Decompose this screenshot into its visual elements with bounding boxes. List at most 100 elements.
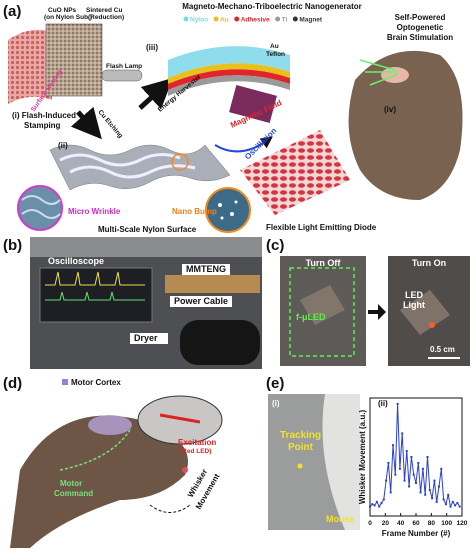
data-point xyxy=(405,450,408,453)
data-point xyxy=(451,500,454,503)
label: (i) Flash-Induced xyxy=(12,111,76,120)
x-tick-label: 0 xyxy=(368,520,372,527)
data-point xyxy=(392,444,394,447)
panel-d-art xyxy=(10,395,223,548)
legend-swatch xyxy=(234,16,240,22)
label: (ii) xyxy=(378,399,388,408)
legend-swatch xyxy=(213,16,219,22)
label: Micro Wrinkle xyxy=(68,207,121,216)
label: Optogenetic xyxy=(397,23,444,32)
data-point xyxy=(417,461,420,464)
x-tick-label: 80 xyxy=(428,520,436,527)
x-tick-label: 60 xyxy=(412,520,420,527)
label: Command xyxy=(54,489,93,498)
label: Self-Powered xyxy=(395,13,446,22)
legend-label: Magnet xyxy=(299,17,323,24)
label: Brain Stimulation xyxy=(387,33,453,42)
label: Au xyxy=(270,43,279,50)
legend-label: Au xyxy=(220,17,229,24)
data-point xyxy=(394,473,397,476)
label: Multi-Scale Nylon Surface xyxy=(98,225,197,234)
data-point xyxy=(412,473,415,476)
data-point xyxy=(401,432,404,435)
legend-label: Nylon xyxy=(190,17,208,24)
data-point xyxy=(435,500,438,503)
data-point xyxy=(444,503,447,506)
x-tick-label: 20 xyxy=(382,520,390,527)
label: Mouse xyxy=(326,514,355,524)
label: CuO NPs xyxy=(48,7,77,14)
data-point xyxy=(438,485,440,488)
title: Magneto-Mechano-Triboelectric Nanogenera… xyxy=(182,2,362,11)
legend: Nylon Au Adhesive Ti Magnet xyxy=(183,16,323,24)
label: Turn Off xyxy=(306,258,342,268)
panel-label: (d) xyxy=(3,375,22,392)
data-point xyxy=(415,481,417,484)
label: Teflon xyxy=(266,51,285,58)
label: Excitation xyxy=(178,438,216,447)
data-point xyxy=(403,479,406,482)
x-tick-label: 40 xyxy=(397,520,405,527)
data-point xyxy=(458,505,461,508)
panel-label: (e) xyxy=(266,375,284,392)
label-box xyxy=(182,264,230,275)
label: Dryer xyxy=(134,333,158,343)
label: f-μLED xyxy=(296,312,326,322)
data-point xyxy=(419,491,422,494)
label-box xyxy=(130,333,168,344)
panel-label: (a) xyxy=(3,3,21,20)
label: Flash Lamp xyxy=(106,63,142,70)
data-point xyxy=(428,489,431,492)
x-tick-label: 120 xyxy=(457,520,468,527)
data-point xyxy=(371,503,374,506)
label: (ii) xyxy=(58,141,68,150)
panel-label: (c) xyxy=(266,237,284,254)
x-tick-label: 100 xyxy=(441,520,452,527)
label: (i) xyxy=(272,399,280,408)
swatch xyxy=(62,379,68,385)
legend-label: Ti xyxy=(282,17,288,24)
data-point xyxy=(408,485,411,488)
data-point xyxy=(375,500,378,503)
label: Cu Etching xyxy=(96,109,123,140)
data-point xyxy=(382,498,385,501)
data-point xyxy=(456,502,459,505)
label: LED xyxy=(405,290,424,300)
label: Sintered Cu xyxy=(86,7,123,14)
data-point xyxy=(396,402,399,405)
data-point xyxy=(387,461,390,464)
data-point xyxy=(449,505,452,508)
data-point xyxy=(426,456,429,458)
panel-a-art xyxy=(8,23,463,233)
label: Stamping xyxy=(24,121,61,130)
data-point xyxy=(421,467,424,470)
panel-c-photos xyxy=(280,256,470,366)
data-point xyxy=(433,479,436,482)
data-point xyxy=(373,504,376,507)
data-point xyxy=(385,479,388,482)
data-point xyxy=(380,502,383,505)
legend-label: Adhesive xyxy=(241,17,270,24)
label: (Reduction) xyxy=(88,14,124,21)
data-line xyxy=(369,403,461,509)
legend-swatch xyxy=(275,16,281,22)
data-point xyxy=(398,467,401,470)
data-point xyxy=(424,493,427,496)
label: Motor Cortex xyxy=(71,378,121,387)
legend-swatch xyxy=(292,16,298,22)
label: (on Nylon Sub.) xyxy=(44,14,92,21)
label: Tracking xyxy=(280,430,321,441)
label: 0.5 cm xyxy=(430,345,455,354)
data-point xyxy=(389,491,392,494)
panel-e-photo xyxy=(268,394,360,530)
chart: 0 20 40 60 80 100 120 Frame Number (#) Whisker M… xyxy=(358,397,468,538)
data-point xyxy=(442,498,445,501)
label-box xyxy=(170,296,232,307)
data-point xyxy=(378,505,381,508)
data-point xyxy=(369,505,371,508)
x-axis-label: Frame Number (#) xyxy=(382,529,451,538)
data-point xyxy=(431,497,434,500)
label: Flexible Light Emitting Diode xyxy=(266,223,377,232)
y-axis-label: Whisker Movement (a.u.) xyxy=(358,410,367,505)
panel-label: (b) xyxy=(3,237,22,254)
